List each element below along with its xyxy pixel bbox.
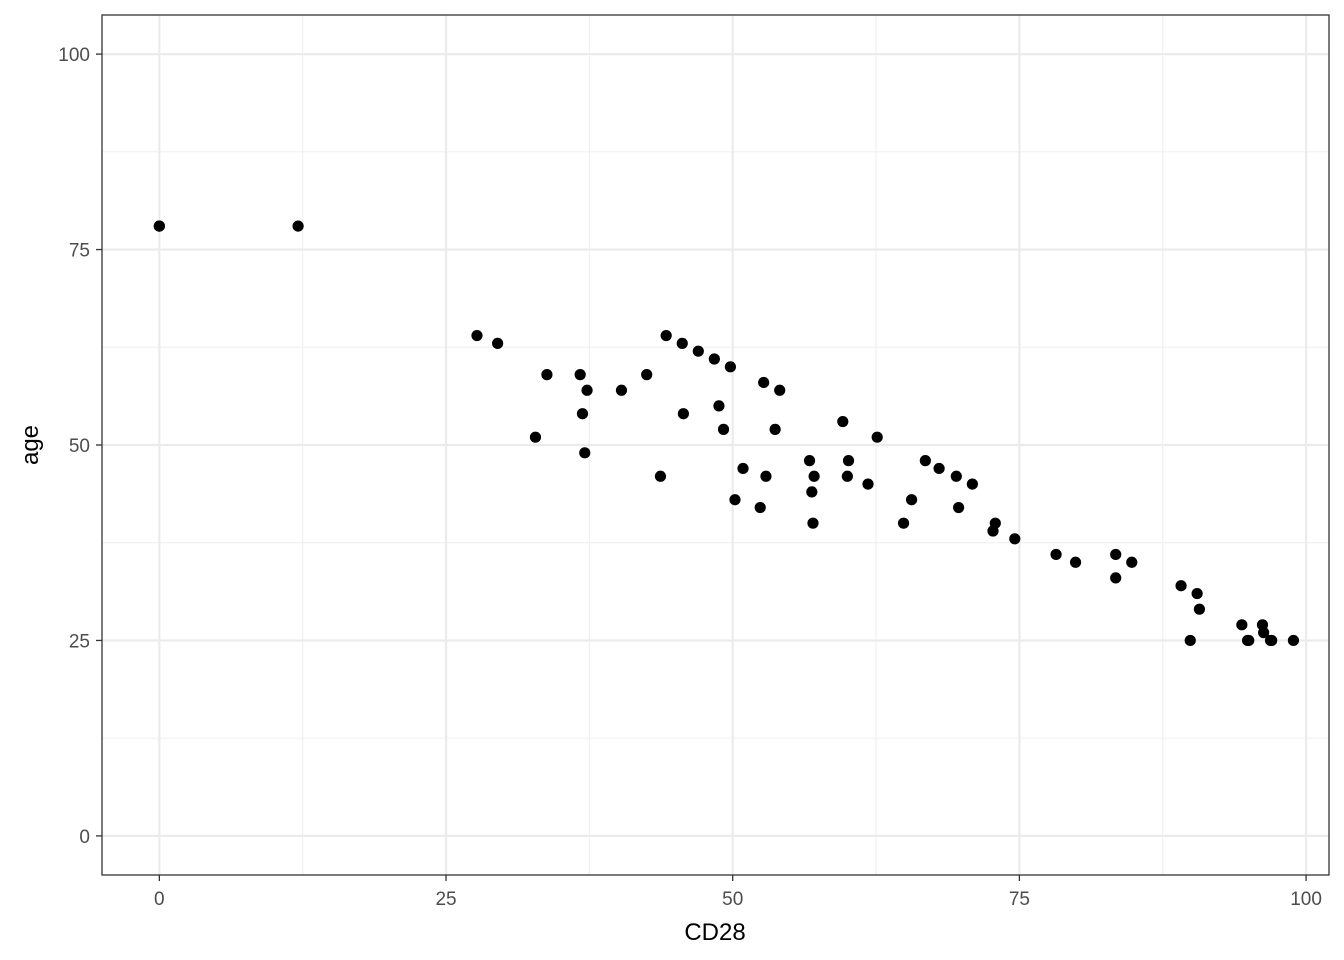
data-point bbox=[919, 455, 931, 467]
data-point bbox=[692, 345, 704, 357]
data-point bbox=[660, 329, 672, 342]
data-point bbox=[769, 423, 781, 435]
data-point bbox=[806, 486, 818, 498]
x-tick-label: 75 bbox=[1009, 889, 1030, 910]
data-point bbox=[581, 384, 593, 396]
data-point bbox=[862, 478, 874, 490]
x-axis-title: CD28 bbox=[684, 919, 745, 946]
data-point bbox=[905, 494, 918, 506]
y-tick-label: 100 bbox=[58, 45, 90, 66]
data-point bbox=[1110, 548, 1122, 561]
data-point bbox=[807, 517, 819, 529]
data-points bbox=[153, 220, 1300, 647]
data-point bbox=[676, 337, 688, 349]
data-point bbox=[966, 478, 978, 490]
data-point bbox=[492, 337, 504, 349]
data-point bbox=[803, 455, 816, 467]
y-tick-label: 0 bbox=[79, 827, 90, 848]
data-point bbox=[579, 447, 591, 459]
data-point bbox=[729, 494, 741, 506]
data-point bbox=[153, 220, 165, 232]
data-point bbox=[774, 384, 786, 396]
x-axis: 0 25 50 75 100 bbox=[154, 875, 1322, 910]
x-tick-label: 0 bbox=[154, 889, 165, 910]
data-point bbox=[708, 353, 720, 365]
data-point bbox=[724, 361, 737, 373]
data-point bbox=[1266, 634, 1278, 647]
data-point bbox=[292, 220, 304, 232]
data-point bbox=[713, 400, 725, 412]
y-axis-title: age bbox=[17, 425, 44, 465]
data-point bbox=[529, 431, 542, 443]
data-point bbox=[541, 369, 553, 381]
x-tick-label: 50 bbox=[722, 889, 743, 910]
data-point bbox=[950, 470, 962, 482]
data-point bbox=[1110, 572, 1122, 584]
data-point bbox=[1287, 634, 1300, 647]
data-point bbox=[1175, 580, 1187, 592]
data-point bbox=[1193, 603, 1206, 615]
data-point bbox=[717, 423, 730, 435]
data-point bbox=[871, 431, 883, 443]
x-tick-label: 100 bbox=[1290, 889, 1322, 910]
data-point bbox=[574, 369, 586, 381]
data-point bbox=[1069, 556, 1082, 568]
y-tick-label: 25 bbox=[69, 631, 90, 652]
data-point bbox=[897, 517, 910, 529]
data-point bbox=[737, 462, 749, 475]
data-point bbox=[758, 376, 770, 389]
data-point bbox=[842, 455, 855, 467]
data-point bbox=[576, 408, 589, 420]
data-point bbox=[1009, 533, 1021, 545]
data-point bbox=[654, 470, 667, 482]
data-point bbox=[1236, 619, 1248, 631]
data-point bbox=[1243, 634, 1255, 647]
data-point bbox=[754, 501, 766, 514]
data-point bbox=[837, 415, 849, 428]
y-tick-label: 50 bbox=[69, 436, 90, 457]
y-axis: 0 25 50 75 100 bbox=[58, 45, 102, 848]
data-point bbox=[1258, 627, 1270, 639]
data-point bbox=[1126, 556, 1138, 568]
y-tick-label: 75 bbox=[69, 241, 90, 262]
data-point bbox=[808, 470, 820, 482]
data-point bbox=[641, 369, 653, 381]
data-point bbox=[760, 470, 772, 482]
data-point bbox=[615, 384, 628, 396]
data-point bbox=[471, 329, 483, 342]
data-point bbox=[1050, 548, 1062, 561]
data-point bbox=[1184, 634, 1196, 647]
data-point bbox=[953, 501, 965, 514]
data-point bbox=[989, 517, 1001, 529]
data-point bbox=[933, 462, 945, 475]
x-tick-label: 25 bbox=[435, 889, 456, 910]
minor-grid bbox=[102, 15, 1329, 875]
data-point bbox=[677, 408, 689, 420]
data-point bbox=[841, 470, 853, 482]
data-point bbox=[1191, 587, 1203, 600]
major-grid bbox=[102, 15, 1329, 875]
